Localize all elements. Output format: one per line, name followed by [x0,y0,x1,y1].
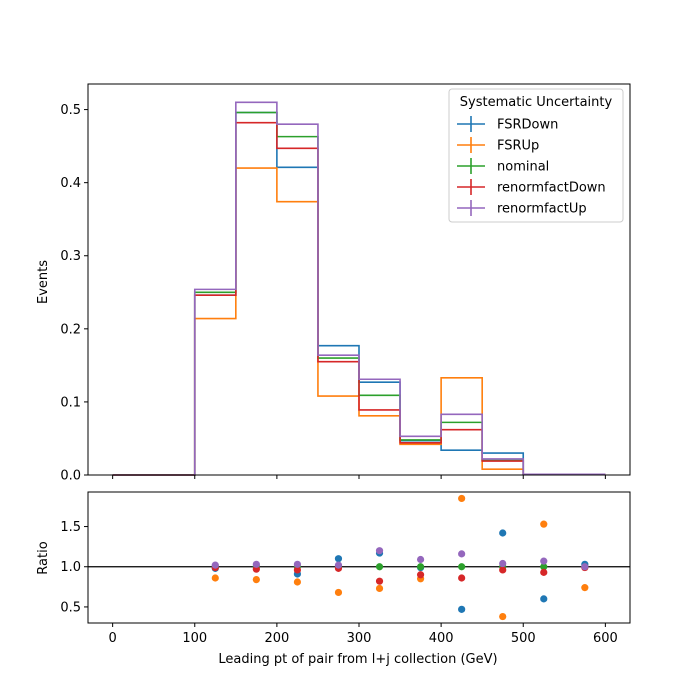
ratio-panel: 0.5 1.0 1.5 0 100 200 300 400 500 600 Ratio Leadi… [36,491,631,667]
legend-item-FSRDown: FSRDown [457,116,558,133]
ratio-point-FSRDown [540,595,548,603]
ratio-point-nominal [458,563,466,571]
ratio-point-FSRUp [581,584,589,592]
y-axis-label-events: Events [36,260,51,304]
histogram-panel: 0.0 0.1 0.2 0.3 0.4 0.5 Events Systematic Unc… [36,83,631,484]
ratio-point-FSRUp [499,612,507,621]
ratio-point-FSRUp [334,588,343,597]
ratio-point-renormfactDown [540,568,548,576]
x-tick-label: 500 [511,631,536,646]
ratio-point-FSRDown [499,529,507,537]
y-tick-label: 0.5 [60,103,81,118]
plot-background [88,492,630,623]
legend-title: Systematic Uncertainty [460,95,613,110]
y-tick-label: 0.5 [60,600,81,615]
legend-item-FSRUp: FSRUp [457,137,539,154]
ratio-point-FSRUp [252,576,260,584]
ratio-point-FSRUp [293,578,302,586]
legend-frame [448,88,624,223]
legend-label: nominal [497,160,549,175]
ratio-point-renormfactUp [334,561,343,569]
ratio-point-FSRUp [540,520,548,528]
legend-item-renormfactDown: renormfactDown [457,179,606,196]
ratio-plot-area: 0.5 1.0 1.5 0 100 200 300 400 500 600 [60,491,631,646]
histogram-renormfactUp [112,101,606,476]
x-tick-label: 100 [182,631,207,646]
x-tick-label: 400 [429,631,454,646]
ratio-point-FSRUp [375,584,384,593]
ratio-point-renormfactUp [458,550,466,558]
legend-label: FSRDown [497,118,558,133]
ratio-point-renormfactDown [458,574,466,582]
ratio-point-renormfactDown [293,566,302,574]
ratio-point-renormfactDown [499,566,507,574]
x-tick-label: 600 [593,631,618,646]
x-tick-label: 200 [264,631,289,646]
y-tick-label: 0.0 [60,469,81,484]
ratio-point-renormfactUp [581,563,589,571]
ratio-point-FSRUp [458,494,466,503]
histogram-renormfactDown [112,121,606,476]
ratio-point-renormfactUp [252,560,260,568]
y-tick-label: 1.5 [60,520,81,535]
ratio-point-FSRUp [211,574,219,582]
ratio-point-renormfactUp [499,559,507,568]
legend: Systematic Uncertainty FSRDown FSRUp nomin… [448,88,624,223]
legend-label: FSRUp [497,139,539,154]
y-tick-label: 0.3 [60,249,81,264]
ratio-point-renormfactUp [293,560,302,568]
ratio-point-renormfactUp [416,555,425,564]
x-tick-label: 300 [347,631,372,646]
x-tick-label: 0 [108,631,116,646]
ratio-point-renormfactDown [416,571,425,579]
y-tick-label: 0.4 [60,176,81,191]
y-tick-label: 0.2 [60,322,81,337]
legend-item-nominal: nominal [457,158,549,175]
legend-label: renormfactUp [497,202,587,217]
legend-item-renormfactUp: renormfactUp [457,200,587,217]
y-tick-label: 0.1 [60,395,81,410]
ratio-point-FSRDown [334,555,343,563]
ratio-point-renormfactUp [540,557,548,565]
ratio-point-renormfactUp [211,561,219,569]
ratio-point-nominal [540,563,548,571]
x-axis-label: Leading pt of pair from l+j collection (… [218,652,497,667]
ratio-point-FSRDown [458,605,466,613]
ratio-point-nominal [416,563,425,571]
y-axis-label-ratio: Ratio [36,541,51,574]
ratio-point-renormfactUp [375,547,384,555]
ratio-point-nominal [375,563,384,571]
legend-label: renormfactDown [497,181,606,196]
y-tick-label: 1.0 [60,560,81,575]
ratio-point-renormfactDown [375,577,384,585]
